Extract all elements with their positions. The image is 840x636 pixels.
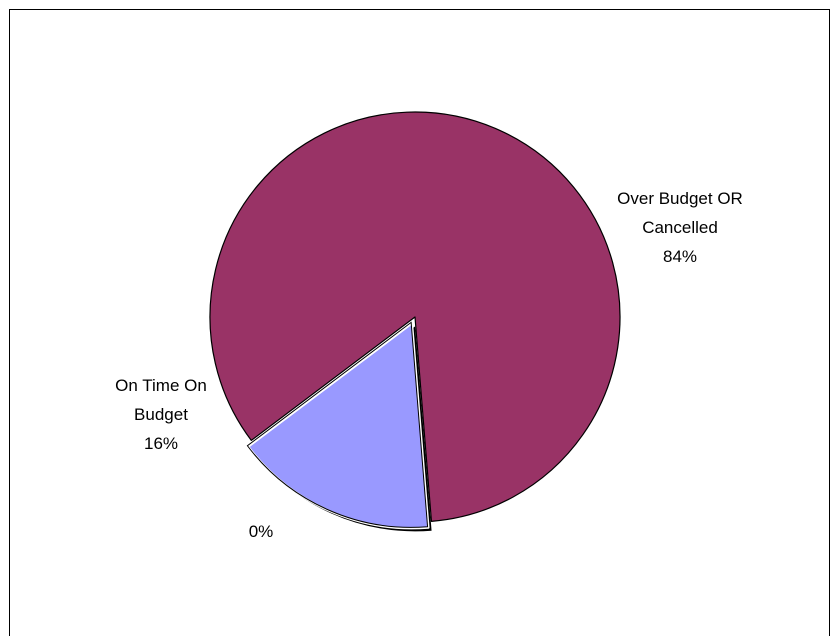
slice-label-zero: 0%	[248, 522, 274, 541]
pie-slice-on-time-outline	[246, 321, 429, 528]
slice-label-on-time: On Time On Budget 16%	[115, 376, 207, 453]
slice-label-over-budget: Over Budget OR Cancelled 84%	[617, 189, 743, 266]
pie-slice-over-budget	[209, 111, 621, 522]
